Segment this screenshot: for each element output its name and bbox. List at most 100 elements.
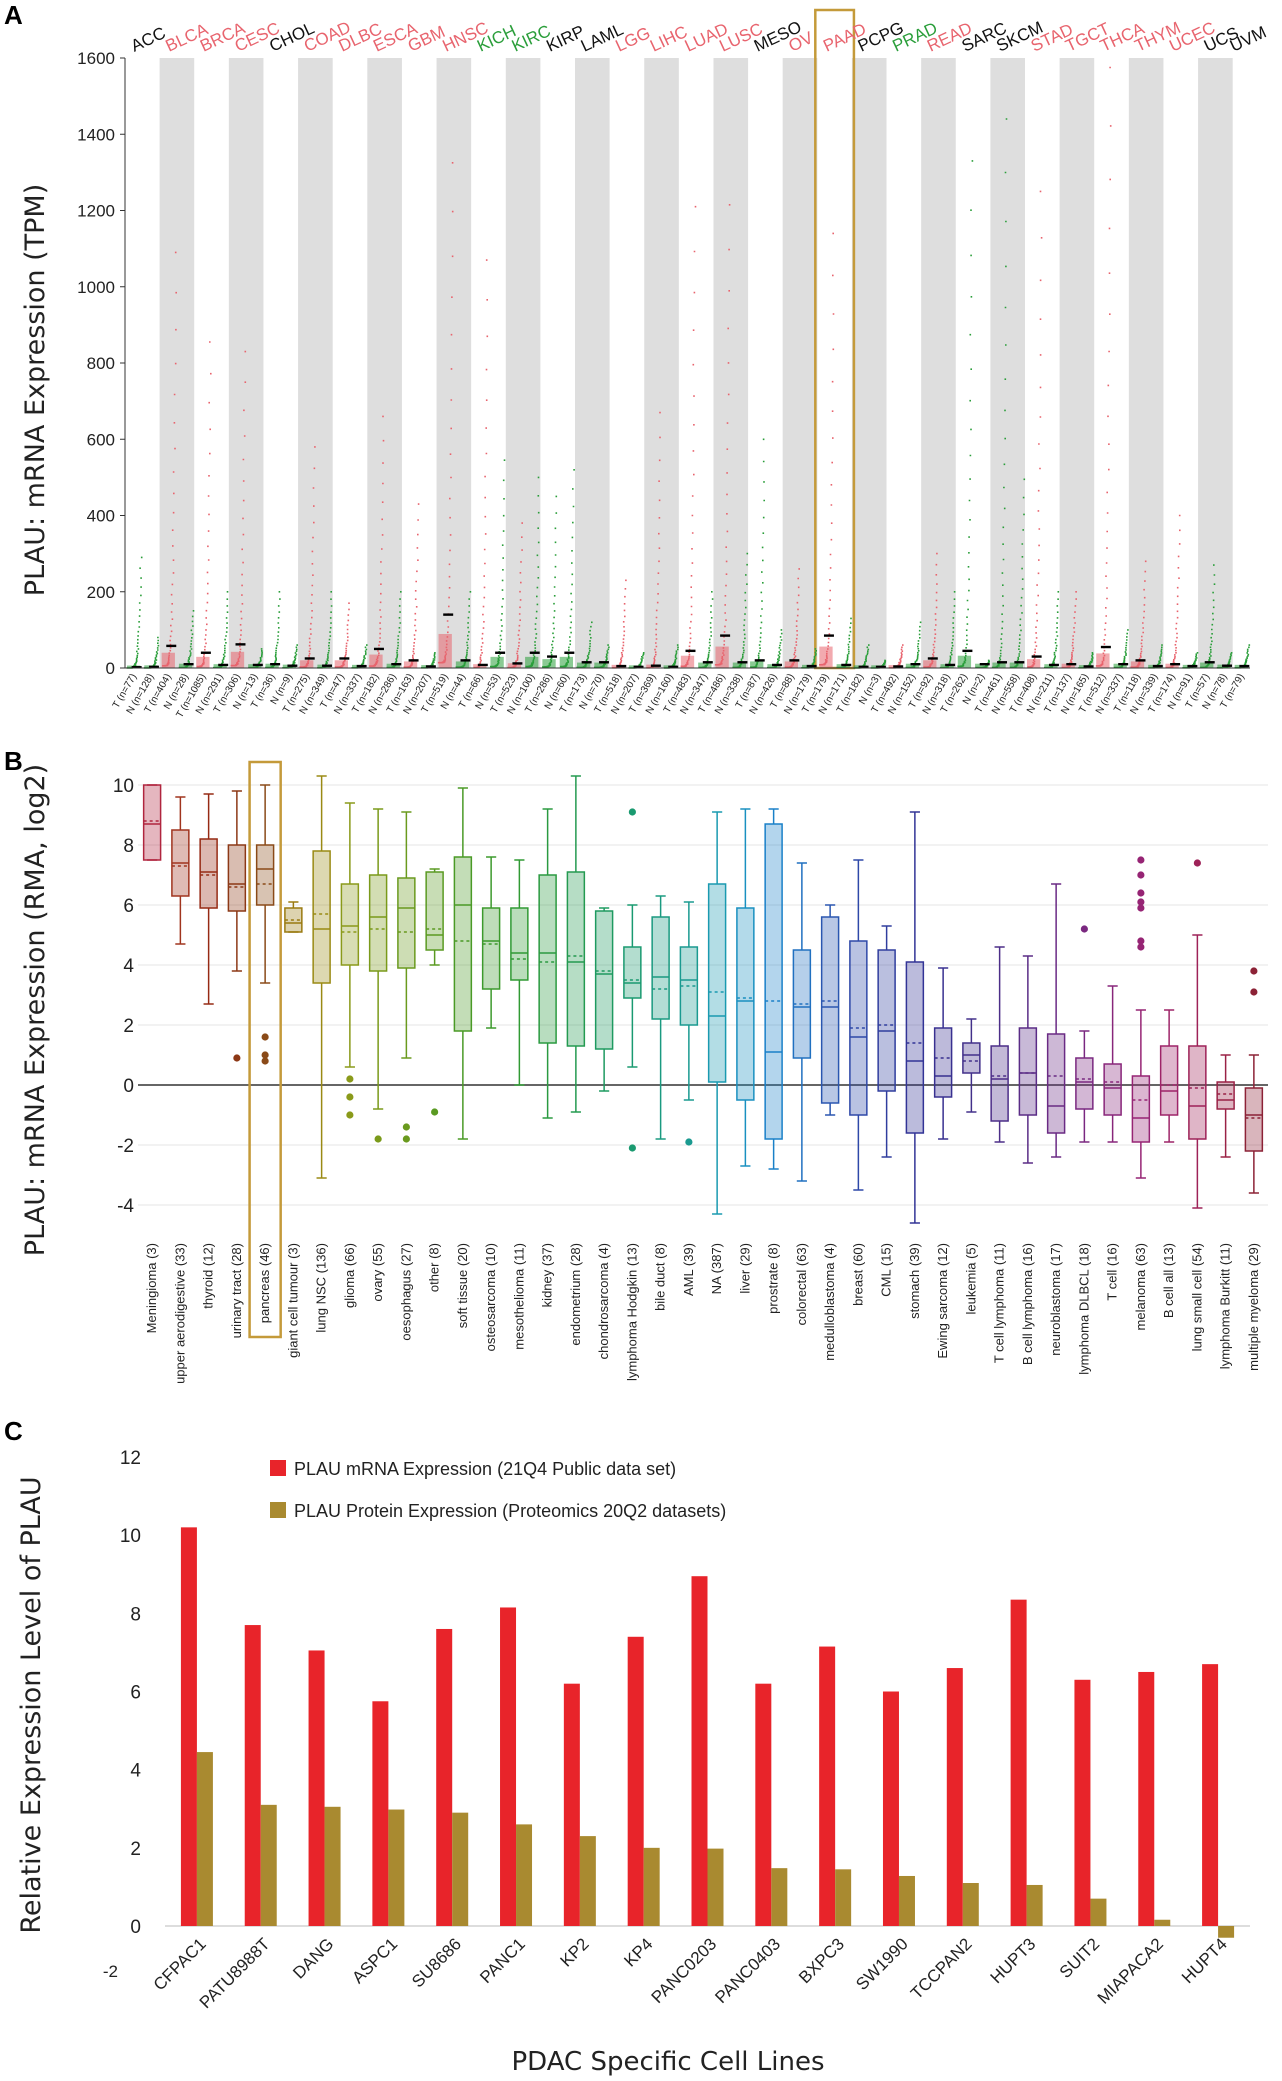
panel-b-y-tick-label: 0 xyxy=(123,1076,134,1097)
tissue-label-leukemia-5: leukemia (5) xyxy=(963,1243,978,1315)
sample-cluster-lusc-n xyxy=(732,662,747,668)
panel-letter-c: C xyxy=(4,1416,23,1446)
panel-c-y-tick-label: 4 xyxy=(130,1761,141,1782)
outlier-lymphoma-hodgkin-13 xyxy=(628,808,636,816)
sample-cluster-paad-t xyxy=(819,646,833,668)
cell-line-label-sw1990: SW1990 xyxy=(852,1934,912,1994)
sample-points-acc-t xyxy=(126,556,143,669)
bar-bxpc3-mrna xyxy=(819,1646,836,1926)
box-meningioma-3 xyxy=(142,784,162,861)
panel-b-y-tick-label: 10 xyxy=(113,776,134,797)
panel-c-y-tick-label: 10 xyxy=(120,1526,141,1547)
outlier-multiple-myeloma-29 xyxy=(1250,988,1258,996)
sample-cluster-kirp-t xyxy=(542,659,556,668)
sample-cluster-kirc-n xyxy=(525,656,539,668)
sample-points-paad-t xyxy=(819,232,835,666)
tissue-label-b-cell-all-13: B cell all (13) xyxy=(1161,1243,1176,1318)
tissue-label-lymphoma-burkitt-11: lymphoma Burkitt (11) xyxy=(1218,1243,1233,1369)
sample-points-meso-n xyxy=(767,629,783,669)
sample-points-uvm-t xyxy=(1234,644,1251,669)
sample-cluster-lusc-t xyxy=(715,646,729,668)
outlier-lymphoma-dlbcl-18 xyxy=(1080,925,1088,933)
band-tgct xyxy=(1059,58,1095,668)
outlier-lymphoma-hodgkin-13 xyxy=(628,1144,636,1152)
sample-cluster-ucec-t xyxy=(1165,663,1179,668)
box-osteosarcoma-10 xyxy=(481,907,501,990)
sample-cluster-ov-t xyxy=(784,661,798,668)
cell-line-label-aspc1: ASPC1 xyxy=(348,1934,401,1987)
band-kirc xyxy=(505,58,541,668)
panel-b-y-tick-label: 6 xyxy=(123,896,134,917)
box-lung-small-cell-54 xyxy=(1188,1045,1207,1140)
sample-points-kirp-t xyxy=(542,495,558,668)
sample-cluster-blca-t xyxy=(161,652,175,668)
tissue-label-soft-tissue-20: soft tissue (20) xyxy=(455,1243,470,1328)
tissue-label-ovary-55: ovary (55) xyxy=(370,1243,385,1302)
sample-points-thca-n xyxy=(1113,629,1129,669)
sample-cluster-thca-t xyxy=(1096,653,1110,668)
bar-cfpac1-protein xyxy=(196,1752,213,1926)
sample-points-kich-n xyxy=(490,459,506,668)
sample-cluster-luad-t xyxy=(680,655,695,668)
outlier-melanoma-63 xyxy=(1137,889,1145,897)
box-medulloblastoma-4 xyxy=(820,916,840,1104)
sample-points-stad-t xyxy=(1027,190,1043,668)
box-bile-duct-8 xyxy=(651,916,670,1020)
tissue-label-meningioma-3: Meningioma (3) xyxy=(144,1243,159,1333)
cell-line-label-cfpac1: CFPAC1 xyxy=(150,1934,210,1994)
band-pcpg xyxy=(851,58,887,668)
panel-c-y-tick-label: 2 xyxy=(130,1839,141,1860)
panel-b-y-tick-label: 8 xyxy=(123,836,134,857)
outlier-melanoma-63 xyxy=(1137,856,1145,864)
tissue-label-cml-15: CML (15) xyxy=(879,1243,894,1297)
bar-hupt4-mrna xyxy=(1202,1664,1219,1926)
box-chondrosarcoma-4 xyxy=(594,910,614,1050)
band-lihc xyxy=(644,58,679,668)
bar-panc0403-protein xyxy=(771,1868,788,1926)
band-hnsc xyxy=(436,58,472,668)
bar-panc0403-mrna xyxy=(755,1683,772,1926)
box-prostrate-8 xyxy=(764,823,783,1140)
outlier-melanoma-63 xyxy=(1137,904,1145,912)
sample-points-dlbc-n xyxy=(351,644,368,669)
highlight-box-paad xyxy=(814,8,856,670)
sample-points-acc-n xyxy=(143,636,160,669)
panel-b-y-tick-label: 2 xyxy=(123,1016,134,1037)
bar-hupt3-mrna xyxy=(1010,1599,1027,1926)
tissue-label-melanoma-63: melanoma (63) xyxy=(1133,1243,1148,1330)
box-pancreas-46 xyxy=(255,844,275,906)
sample-cluster-esca-n xyxy=(386,663,400,668)
sample-points-chol-t xyxy=(265,591,281,669)
band-ucs xyxy=(1198,58,1233,668)
box-leukemia-5 xyxy=(962,1042,981,1074)
outlier-glioma-66 xyxy=(346,1093,354,1101)
bar-panc0203-mrna xyxy=(691,1576,708,1926)
tissue-label-urinary-tract-28: urinary tract (28) xyxy=(229,1243,244,1338)
cell-line-label-hupt4: HUPT4 xyxy=(1178,1934,1231,1987)
cell-line-label-panc0203: PANC0203 xyxy=(648,1934,721,2007)
panel-a-y-tick-label: 600 xyxy=(87,430,115,449)
box-liver-29 xyxy=(736,907,755,1101)
bar-kp4-protein xyxy=(643,1847,660,1926)
panel-letter-a: A xyxy=(4,0,23,30)
box-multiple-myeloma-29 xyxy=(1244,1087,1264,1152)
outlier-ovary-55 xyxy=(374,1135,382,1143)
outlier-urinary-tract-28 xyxy=(233,1054,241,1062)
bar-dang-protein xyxy=(324,1806,341,1926)
panel-a-y-tick-label: 200 xyxy=(87,583,115,602)
box-endometrium-28 xyxy=(566,871,586,1047)
bar-aspc1-protein xyxy=(388,1809,405,1926)
panel-a-y-tick-label: 1600 xyxy=(77,49,115,68)
tissue-label-endometrium-28: endometrium (28) xyxy=(568,1243,583,1346)
sample-cluster-luad-n xyxy=(698,662,712,668)
tissue-label-giant-cell-tumour-3: giant cell tumour (3) xyxy=(285,1243,300,1358)
band-ov xyxy=(782,58,818,668)
panel-a-y-tick-label: 800 xyxy=(87,354,115,373)
sample-cluster-prad-n xyxy=(905,663,920,668)
outlier-pancreas-46 xyxy=(261,1051,269,1059)
bar-kp2-protein xyxy=(579,1836,596,1926)
panel-c-x-axis-title: PDAC Specific Cell Lines xyxy=(511,2047,824,2077)
box-lymphoma-hodgkin-13 xyxy=(623,946,642,999)
